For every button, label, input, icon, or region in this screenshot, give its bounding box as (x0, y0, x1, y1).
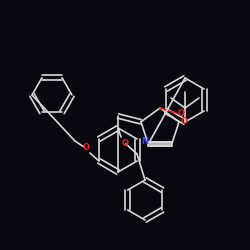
Text: N: N (142, 137, 149, 146)
Text: O: O (178, 108, 184, 118)
Text: O: O (122, 138, 128, 147)
Text: O: O (82, 144, 89, 152)
Text: O: O (180, 117, 188, 126)
